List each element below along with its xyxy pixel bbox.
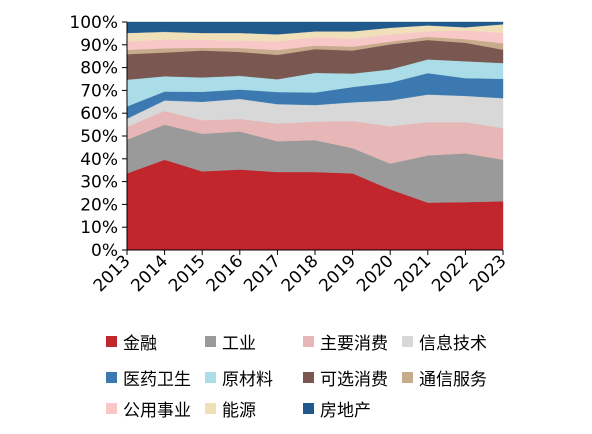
y-tick-label: 30% bbox=[80, 173, 118, 193]
legend-item: 通信服务 bbox=[402, 366, 487, 390]
legend-swatch bbox=[303, 335, 314, 347]
legend-swatch bbox=[205, 371, 216, 383]
legend-item: 金融 bbox=[106, 330, 157, 354]
legend-label: 主要消费 bbox=[320, 333, 388, 354]
y-tick-label: 80% bbox=[80, 59, 118, 79]
legend-swatch bbox=[205, 335, 216, 347]
legend-item: 工业 bbox=[205, 330, 256, 354]
legend-swatch bbox=[303, 371, 314, 383]
legend-label: 公用事业 bbox=[123, 400, 191, 421]
area-10 bbox=[126, 21, 504, 35]
y-tick-label: 20% bbox=[80, 195, 118, 215]
legend-item: 原材料 bbox=[205, 366, 273, 390]
y-tick-label: 100% bbox=[69, 13, 118, 33]
legend-item: 医药卫生 bbox=[106, 366, 191, 390]
legend-item: 公用事业 bbox=[106, 397, 191, 421]
legend-label: 可选消费 bbox=[320, 369, 388, 390]
legend-label: 信息技术 bbox=[419, 333, 487, 354]
y-tick-label: 40% bbox=[80, 150, 118, 170]
legend-item: 信息技术 bbox=[402, 330, 487, 354]
legend-label: 原材料 bbox=[222, 369, 273, 390]
legend-item: 能源 bbox=[205, 397, 256, 421]
y-tick-label: 10% bbox=[80, 218, 118, 238]
areas-group bbox=[126, 21, 504, 251]
legend-swatch bbox=[402, 335, 413, 347]
legend-label: 通信服务 bbox=[419, 369, 487, 390]
legend-item: 可选消费 bbox=[303, 366, 388, 390]
y-tick-label: 70% bbox=[80, 81, 118, 101]
legend-swatch bbox=[106, 402, 117, 414]
legend-label: 工业 bbox=[222, 333, 256, 354]
legend-label: 金融 bbox=[123, 333, 157, 354]
legend-label: 房地产 bbox=[320, 400, 371, 421]
y-tick-label: 50% bbox=[80, 127, 118, 147]
y-tick-label: 60% bbox=[80, 104, 118, 124]
legend-swatch bbox=[106, 371, 117, 383]
legend-label: 能源 bbox=[222, 400, 256, 421]
legend-swatch bbox=[205, 402, 216, 414]
y-tick-label: 90% bbox=[80, 36, 118, 56]
legend-item: 主要消费 bbox=[303, 330, 388, 354]
legend-swatch bbox=[303, 402, 314, 414]
legend-item: 房地产 bbox=[303, 397, 371, 421]
legend-swatch bbox=[402, 371, 413, 383]
legend-label: 医药卫生 bbox=[123, 369, 191, 390]
legend-swatch bbox=[106, 335, 117, 347]
y-tick-label: 0% bbox=[91, 241, 118, 261]
